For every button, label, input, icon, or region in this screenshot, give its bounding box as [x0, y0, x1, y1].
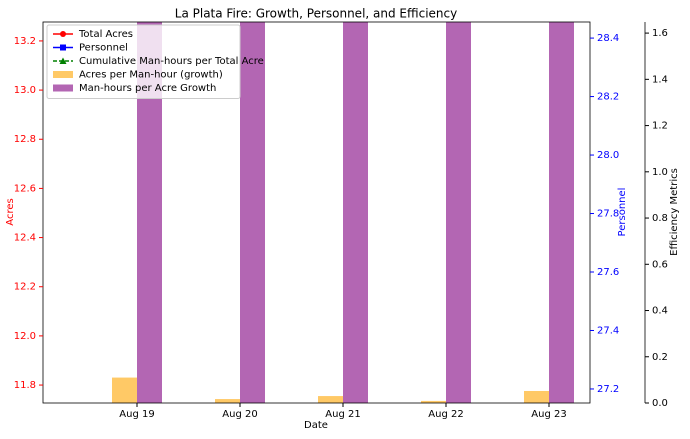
bar [549, 22, 574, 403]
y2-axis-label: Personnel [617, 188, 628, 237]
legend-label: Acres per Man-hour (growth) [79, 70, 223, 81]
y-tick-label: 0.4 [652, 306, 668, 317]
y-tick-label: 0.0 [652, 398, 668, 409]
y-tick-label: 0.8 [652, 213, 668, 224]
bar [524, 390, 549, 403]
y-tick-label: 0.2 [652, 352, 668, 363]
x-tick-label: Aug 23 [531, 409, 566, 420]
legend-label: Total Acres [78, 29, 133, 40]
legend-label: Personnel [79, 43, 128, 54]
plot-area [112, 22, 574, 403]
y-tick-label: 12.2 [14, 282, 36, 293]
legend-marker [60, 44, 66, 51]
bar [318, 396, 343, 403]
legend-marker [60, 31, 66, 37]
legend-swatch [53, 84, 73, 92]
legend-label: Man-hours per Acre Growth [79, 83, 216, 94]
legend-marker [59, 57, 67, 64]
y-tick-label: 13.0 [14, 85, 36, 96]
bar [112, 377, 137, 403]
y-tick-label: 1.4 [652, 74, 668, 85]
chart-title: La Plata Fire: Growth, Personnel, and Ef… [175, 7, 457, 21]
y-tick-label: 11.8 [14, 380, 36, 391]
y-tick-label: 12.4 [14, 233, 36, 244]
y-tick-label: 28.4 [597, 33, 619, 44]
y-tick-label: 1.6 [652, 28, 668, 39]
x-axis-label: Date [304, 420, 328, 431]
bar [421, 400, 446, 403]
x-tick-label: Aug 20 [222, 409, 257, 420]
bar [240, 22, 265, 403]
bar [446, 22, 471, 403]
legend-label: Cumulative Man-hours per Total Acre [79, 56, 264, 67]
bar [343, 22, 368, 403]
plot-frame [42, 21, 591, 404]
legend-box [46, 24, 241, 99]
y-axis-label: Acres [5, 198, 16, 225]
y-tick-label: 27.6 [597, 267, 619, 278]
bar [215, 399, 240, 403]
y-tick-label: 12.8 [14, 134, 36, 145]
x-tick-label: Aug 19 [119, 409, 154, 420]
y-tick-label: 27.8 [597, 209, 619, 220]
legend-swatch [53, 71, 73, 78]
y-tick-label: 27.2 [597, 384, 619, 395]
y-tick-label: 12.0 [14, 331, 36, 342]
y-tick-label: 0.6 [652, 259, 668, 270]
y-tick-label: 13.2 [14, 36, 36, 47]
y-tick-label: 1.2 [652, 121, 668, 132]
y-tick-label: 1.0 [652, 167, 668, 178]
y-tick-label: 28.0 [597, 150, 619, 161]
y-tick-label: 28.2 [597, 92, 619, 103]
x-tick-label: Aug 21 [325, 409, 360, 420]
y3-axis-label: Efficiency Metrics [669, 168, 680, 256]
x-tick-label: Aug 22 [428, 409, 463, 420]
y-tick-label: 12.6 [14, 183, 36, 194]
y-tick-label: 27.4 [597, 325, 619, 336]
